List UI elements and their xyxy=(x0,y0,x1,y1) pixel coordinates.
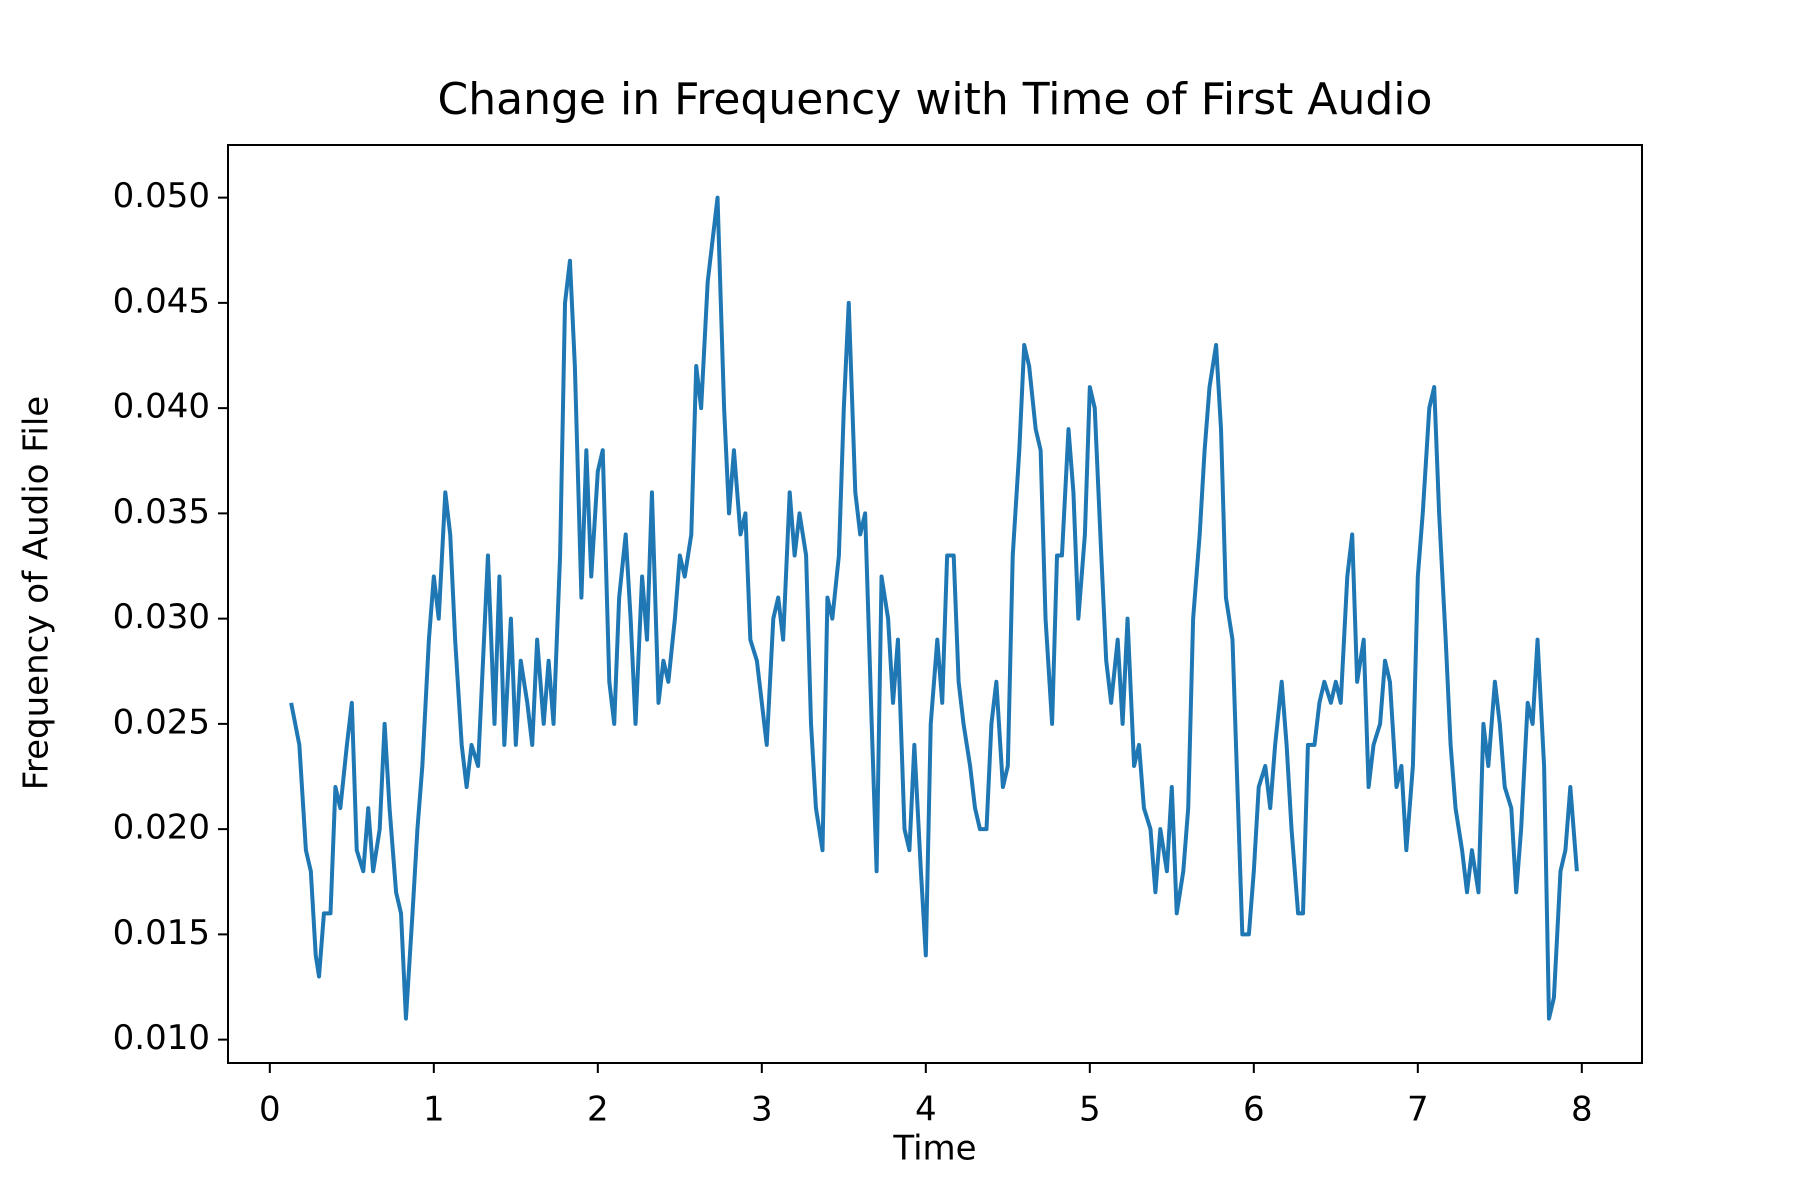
y-tick-label: 0.030 xyxy=(113,597,210,637)
x-tick-label: 2 xyxy=(587,1090,609,1130)
y-tick-label: 0.015 xyxy=(113,913,210,953)
x-tick-label: 4 xyxy=(915,1090,937,1130)
x-tick-label: 8 xyxy=(1571,1090,1593,1130)
plot-frame xyxy=(227,144,1643,1064)
x-tick-label: 3 xyxy=(751,1090,773,1130)
y-tick-label: 0.035 xyxy=(113,492,210,532)
x-axis-label: Time xyxy=(892,1129,976,1169)
y-tick-label: 0.050 xyxy=(113,176,210,216)
y-axis-label: Frequency of Audio File xyxy=(17,396,57,790)
x-tick-label: 7 xyxy=(1407,1090,1429,1130)
x-tick-label: 1 xyxy=(423,1090,445,1130)
x-tick-label: 5 xyxy=(1079,1090,1101,1130)
chart-title: Change in Frequency with Time of First A… xyxy=(438,74,1433,125)
y-tick-label: 0.010 xyxy=(113,1018,210,1058)
x-tick-label: 0 xyxy=(259,1090,281,1130)
y-tick-label: 0.045 xyxy=(113,281,210,321)
x-tick-label: 6 xyxy=(1243,1090,1265,1130)
line xyxy=(289,195,1579,1021)
y-tick-label: 0.020 xyxy=(113,808,210,848)
y-tick-label: 0.025 xyxy=(113,702,210,742)
y-tick-label: 0.040 xyxy=(113,387,210,427)
